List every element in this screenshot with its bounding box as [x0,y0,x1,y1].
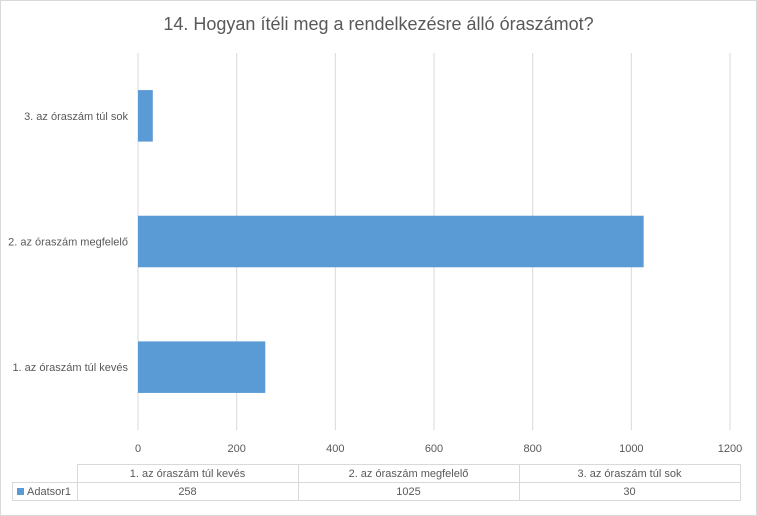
data-table-value-cell: 30 [518,482,741,501]
category-label: 1. az óraszám túl kevés [12,362,128,374]
data-table-value-cell: 258 [76,482,299,501]
data-table: 1. az óraszám túl kevés 2. az óraszám me… [12,464,741,501]
data-table-header-cell: 3. az óraszám túl sok [518,464,741,483]
x-tick-label: 600 [425,443,443,455]
legend-swatch [17,488,24,496]
data-table-header-row: 1. az óraszám túl kevés 2. az óraszám me… [12,464,741,483]
x-tick-label: 1200 [718,443,742,455]
data-table-value-cell: 1025 [297,482,520,501]
bar [138,90,153,142]
data-table-series-row: Adatsor1 258 1025 30 [12,482,741,501]
category-label: 3. az óraszám túl sok [24,111,128,123]
bar [138,215,644,268]
data-table-corner [12,464,78,483]
x-tick-label: 0 [135,443,141,455]
series-name: Adatsor1 [27,485,72,498]
data-table-series-cell: Adatsor1 [12,482,78,501]
chart-title: 14. Hogyan ítéli meg a rendelkezésre áll… [163,14,594,34]
x-tick-label: 1000 [619,443,643,455]
category-label: 2. az óraszám megfelelő [8,237,128,249]
x-tick-label: 400 [326,443,344,455]
x-tick-label: 200 [227,443,245,455]
data-table-header-cell: 2. az óraszám megfelelő [297,464,520,483]
data-table-header-cell: 1. az óraszám túl kevés [76,464,299,483]
x-tick-label: 800 [523,443,541,455]
bar [138,341,266,393]
